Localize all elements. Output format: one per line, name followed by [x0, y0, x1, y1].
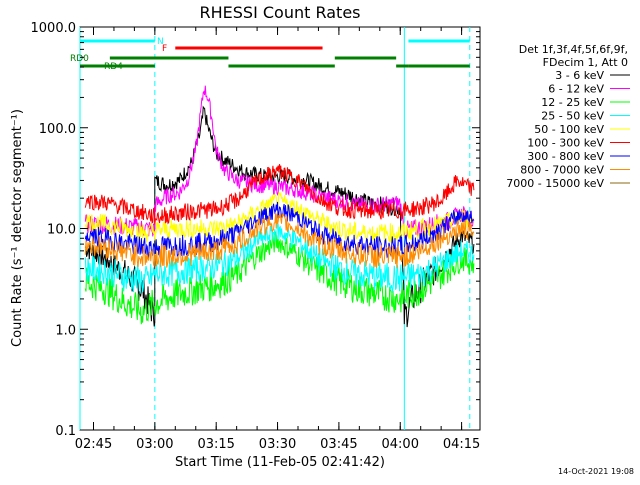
- y-axis-label: Count Rate (s⁻¹ detector segment⁻¹): [10, 109, 25, 347]
- x-axis-label: Start Time (11-Feb-05 02:41:42): [175, 455, 385, 470]
- legend: Det 1f,3f,4f,5f,6f,9f,FDecim 1, Att 03 -…: [506, 43, 630, 190]
- series-line-3: [84, 221, 475, 294]
- x-tick-label: 02:45: [75, 437, 112, 452]
- state-label-rd0: RD0: [70, 54, 89, 64]
- state-label-f: F: [162, 44, 167, 54]
- x-tick-label: 03:30: [259, 437, 296, 452]
- series-line-5: [84, 164, 475, 225]
- chart-title: RHESSI Count Rates: [200, 3, 361, 22]
- attenuator-bars: NF RD0 RD4: [70, 37, 470, 72]
- legend-entry-8: 7000 - 15000 keV: [506, 177, 604, 190]
- legend-entry-2: 12 - 25 keV: [541, 96, 604, 109]
- series-line-7: [84, 212, 475, 269]
- legend-entry-1: 6 - 12 keV: [548, 83, 604, 96]
- legend-entry-7: 800 - 7000 keV: [520, 164, 604, 177]
- series-line-1: [84, 85, 475, 240]
- y-tick-label: 1000.0: [31, 21, 77, 36]
- footer-timestamp: 14-Oct-2021 19:08: [558, 467, 634, 476]
- series-line-4: [84, 191, 475, 244]
- y-tick-label: 0.1: [55, 424, 76, 439]
- state-label-n: N: [157, 37, 164, 47]
- legend-entry-6: 300 - 800 keV: [527, 150, 604, 163]
- x-tick-label: 03:45: [320, 437, 357, 452]
- x-tick-label: 03:00: [136, 437, 173, 452]
- axis-ticks: 02:45 03:00 03:15 03:30 03:45 04:00 04:15 0.1 1.…: [31, 21, 481, 452]
- legend-header-line: Det 1f,3f,4f,5f,6f,9f,: [519, 43, 628, 56]
- legend-entry-0: 3 - 6 keV: [555, 69, 604, 82]
- data-series: [84, 85, 475, 328]
- x-tick-label: 04:15: [443, 437, 480, 452]
- series-line-2: [84, 231, 475, 325]
- y-tick-label: 100.0: [39, 122, 76, 137]
- x-tick-label: 03:15: [197, 437, 234, 452]
- series-line-6: [84, 201, 475, 260]
- x-tick-label: 04:00: [382, 437, 419, 452]
- legend-header-line: FDecim 1, Att 0: [543, 56, 628, 69]
- y-tick-label: 10.0: [47, 223, 76, 238]
- state-label-rd4: RD4: [104, 62, 123, 72]
- legend-entry-3: 25 - 50 keV: [541, 110, 604, 123]
- legend-entry-4: 50 - 100 keV: [534, 123, 604, 136]
- y-tick-label: 1.0: [55, 323, 76, 338]
- legend-entry-5: 100 - 300 keV: [527, 137, 604, 150]
